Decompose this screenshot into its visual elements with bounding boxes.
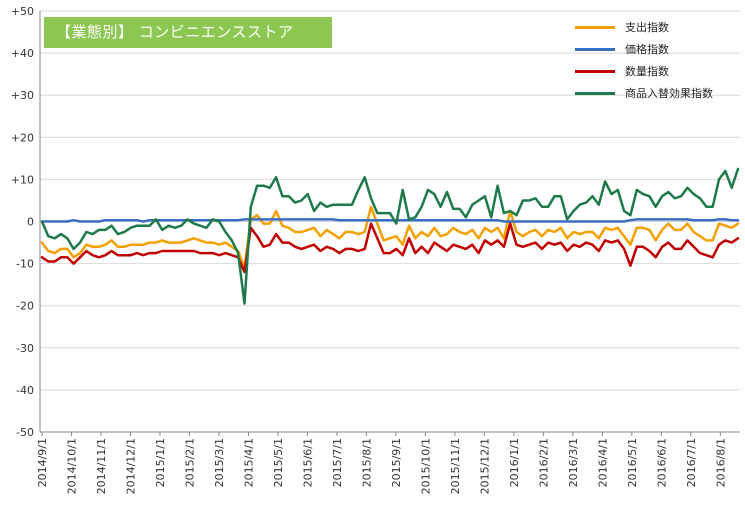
x-tick-label: 2015/12/1 <box>478 438 491 494</box>
x-tick-label: 2016/8/1 <box>714 438 727 487</box>
legend-item: 商品入替効果指数 <box>575 82 740 104</box>
y-tick-label: -40 <box>16 384 34 397</box>
legend-swatch <box>575 91 615 95</box>
legend-swatch <box>575 25 615 29</box>
x-tick-label: 2016/5/1 <box>626 438 639 487</box>
legend-label: 商品入替効果指数 <box>625 87 713 100</box>
series-line <box>40 218 740 223</box>
series-line <box>40 167 740 305</box>
x-tick-label: 2015/2/1 <box>183 438 196 487</box>
x-tick-label: 2015/9/1 <box>390 438 403 487</box>
y-tick-label: +40 <box>11 47 34 60</box>
x-tick-label: 2015/11/1 <box>449 438 462 494</box>
legend-label: 支出指数 <box>625 21 669 34</box>
legend-item: 価格指数 <box>575 38 740 60</box>
x-tick-label: 2015/1/1 <box>154 438 167 487</box>
x-tick-label: 2015/6/1 <box>301 438 314 487</box>
x-tick-label: 2016/4/1 <box>596 438 609 487</box>
y-axis-tick-labels: +50 +40 +30 +20 +10 0 -10 -20 -30 -40 -50 <box>11 5 34 439</box>
y-tick-label: -20 <box>16 300 34 313</box>
y-tick-label: -50 <box>16 426 34 439</box>
y-tick-label: 0 <box>27 216 34 229</box>
legend-label: 数量指数 <box>625 65 669 78</box>
x-axis-tick-labels: 2014/9/1 2014/10/1 2014/11/1 2014/12/1 2015/… <box>36 438 727 494</box>
y-tick-label: +20 <box>11 131 34 144</box>
x-tick-label: 2014/10/1 <box>65 438 78 494</box>
x-tick-label: 2015/8/1 <box>360 438 373 487</box>
x-tick-label: 2015/3/1 <box>213 438 226 487</box>
legend-swatch <box>575 69 615 73</box>
x-tick-label: 2016/1/1 <box>508 438 521 487</box>
x-tick-label: 2016/6/1 <box>655 438 668 487</box>
x-tick-label: 2015/7/1 <box>331 438 344 487</box>
legend: 支出指数 価格指数 数量指数 商品入替効果指数 <box>575 16 740 104</box>
x-tick-label: 2014/12/1 <box>124 438 137 494</box>
legend-label: 価格指数 <box>625 43 669 56</box>
x-tick-label: 2015/5/1 <box>272 438 285 487</box>
legend-item: 数量指数 <box>575 60 740 82</box>
series-line <box>40 222 740 274</box>
legend-swatch <box>575 47 615 51</box>
y-tick-label: +10 <box>11 173 34 186</box>
x-tick-label: 2015/4/1 <box>242 438 255 487</box>
series-line <box>40 205 740 270</box>
series-lines <box>40 167 740 305</box>
x-tick-label: 2014/9/1 <box>36 438 49 487</box>
x-tick-label: 2016/3/1 <box>567 438 580 487</box>
y-tick-label: -30 <box>16 342 34 355</box>
y-tick-label: -10 <box>16 258 34 271</box>
x-tick-label: 2016/2/1 <box>537 438 550 487</box>
chart-title: 【業態別】 コンビニエンスストア <box>44 17 332 48</box>
legend-item: 支出指数 <box>575 16 740 38</box>
x-tick-label: 2015/10/1 <box>419 438 432 494</box>
x-tick-label: 2016/7/1 <box>685 438 698 487</box>
x-tick-label: 2014/11/1 <box>95 438 108 494</box>
y-tick-label: +30 <box>11 89 34 102</box>
y-tick-label: +50 <box>11 5 34 18</box>
